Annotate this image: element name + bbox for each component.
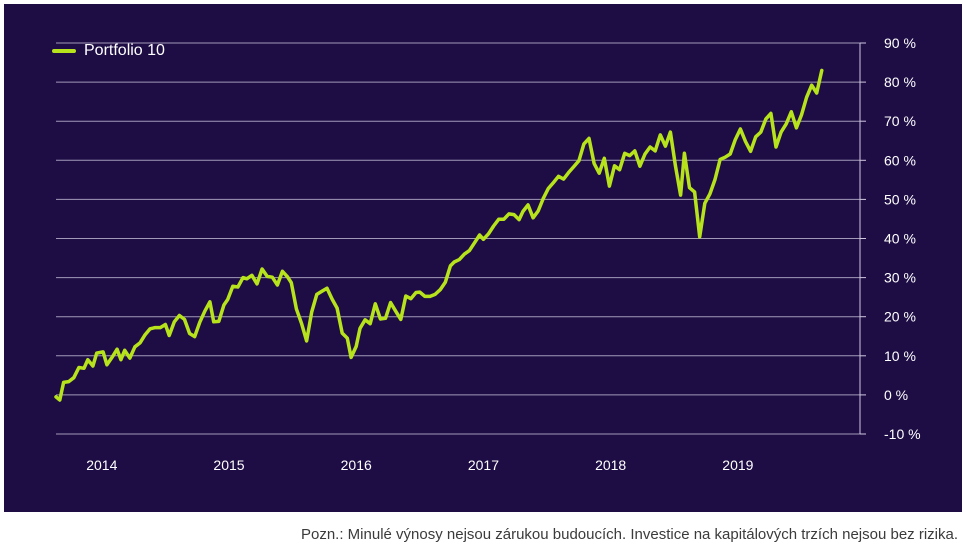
y-tick-label: 90 % <box>884 35 916 51</box>
x-tick-label: 2019 <box>722 457 753 473</box>
legend-label: Portfolio 10 <box>84 42 165 59</box>
legend: Portfolio 10 <box>52 42 165 60</box>
x-tick-label: 2018 <box>595 457 626 473</box>
x-tick-label: 2017 <box>468 457 499 473</box>
y-tick-labels: 90 % 80 % 70 % 60 % 50 % 40 % 30 % 20 % 10 % 0 % -… <box>884 35 921 442</box>
y-tick-label: 30 % <box>884 270 916 286</box>
y-tick-label: 0 % <box>884 387 908 403</box>
y-tick-label: 70 % <box>884 113 916 129</box>
y-tick-label: 50 % <box>884 191 916 207</box>
series-line-portfolio-10 <box>54 68 824 402</box>
x-tick-label: 2014 <box>86 457 117 473</box>
disclaimer-note: Pozn.: Minulé výnosy nejsou zárukou budo… <box>300 526 958 543</box>
chart-panel <box>4 4 962 512</box>
y-tick-label: 80 % <box>884 74 916 90</box>
x-tick-label: 2016 <box>341 457 372 473</box>
x-tick-labels: 2014 2015 2016 2017 2018 2019 <box>86 457 753 473</box>
y-tick-label: 20 % <box>884 309 916 325</box>
legend-swatch-portfolio-10 <box>52 49 76 53</box>
y-tick-label: 40 % <box>884 231 916 247</box>
line-chart: 90 % 80 % 70 % 60 % 50 % 40 % 30 % 20 % 10 % 0 % -… <box>54 35 921 473</box>
y-tick-label: 60 % <box>884 152 916 168</box>
x-tick-label: 2015 <box>213 457 244 473</box>
y-tick-label: 10 % <box>884 348 916 364</box>
y-tick-label: -10 % <box>884 426 921 442</box>
gridlines <box>56 42 866 435</box>
series-lines <box>54 68 824 402</box>
